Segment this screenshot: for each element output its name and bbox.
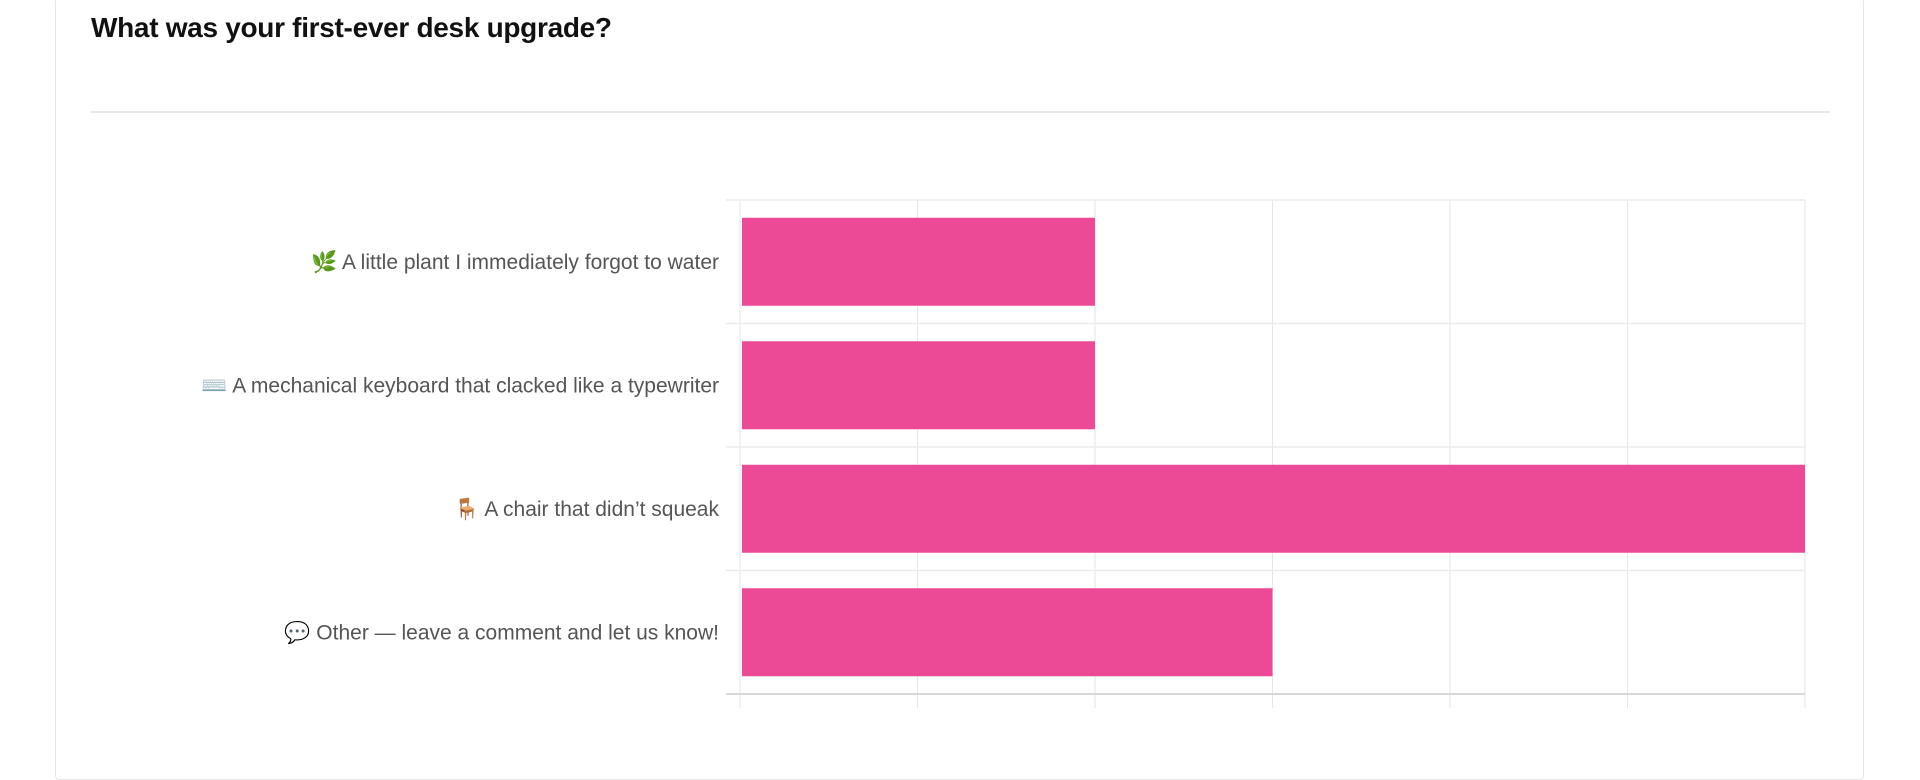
category-label: 🪑 A chair that didn’t squeak xyxy=(454,496,720,521)
category-label: 💬 Other — leave a comment and let us kno… xyxy=(284,619,719,644)
bar xyxy=(742,588,1273,677)
poll-question-title: What was your first-ever desk upgrade? xyxy=(91,12,612,43)
divider xyxy=(91,111,1830,113)
bar xyxy=(742,341,1095,430)
category-label: ⌨️ A mechanical keyboard that clacked li… xyxy=(201,374,719,397)
poll-results-chart: 🌿 A little plant I immediately forgot to… xyxy=(201,199,1806,708)
bar xyxy=(742,217,1095,306)
category-label: 🌿 A little plant I immediately forgot to… xyxy=(311,249,719,274)
bar xyxy=(742,464,1805,553)
